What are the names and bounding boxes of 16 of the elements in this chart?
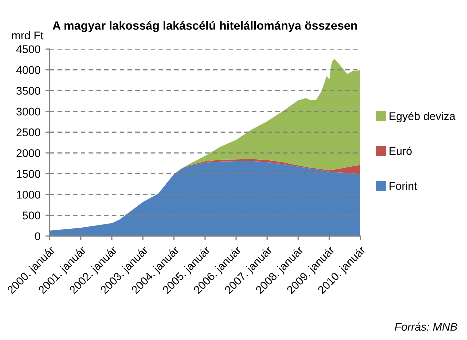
y-tick-label: 4000 <box>16 66 41 74</box>
y-axis-title: mrd Ft <box>12 31 44 40</box>
y-tick-label: 2000 <box>16 149 41 158</box>
y-tick-label: 2500 <box>16 128 41 137</box>
chart-title: A magyar lakosság lakáscélú hitelállománya összesen <box>52 21 358 32</box>
legend-label: Forint <box>390 182 418 190</box>
legend-label: Euró <box>390 146 412 156</box>
y-tick-label: 3000 <box>16 108 41 116</box>
y-tick-label: 500 <box>22 212 41 220</box>
y-tick-label: 1000 <box>17 191 41 199</box>
y-tick-label: 0 <box>35 232 41 240</box>
legend-label: Egyéb deviza <box>390 112 456 123</box>
y-tick-label: 4500 <box>16 46 41 54</box>
y-tick-label: 1500 <box>17 170 41 178</box>
text: Forrás: MNB <box>395 322 458 332</box>
y-tick-label: 3500 <box>16 87 41 95</box>
